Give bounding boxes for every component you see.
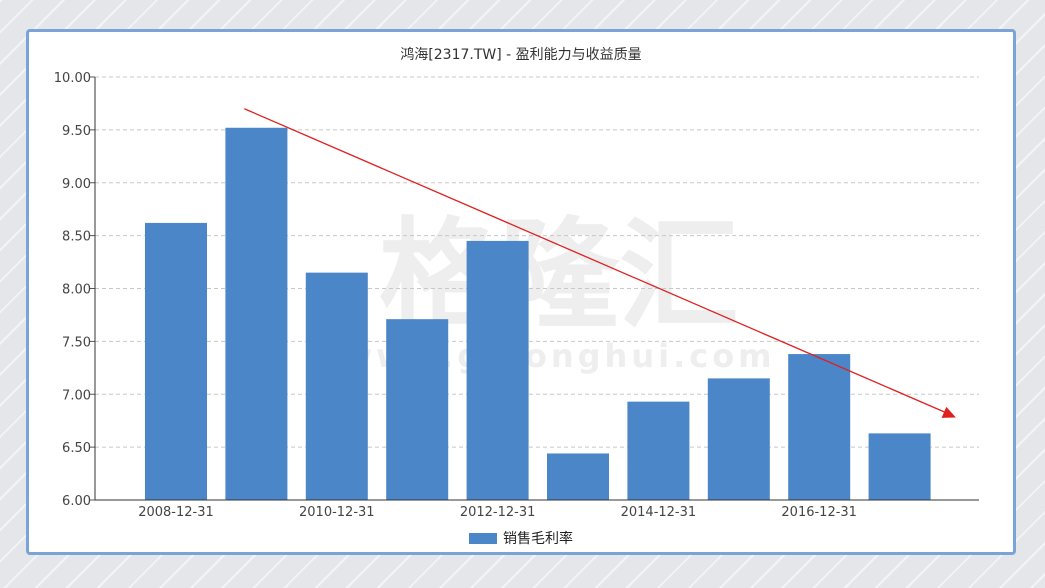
bar xyxy=(627,401,690,500)
bar xyxy=(868,433,931,500)
x-tick-label: 2012-12-31 xyxy=(460,505,536,520)
chart-title: 鸿海[2317.TW] - 盈利能力与收益质量 xyxy=(400,47,642,63)
trend-arrow-head xyxy=(941,406,956,418)
chart-frame: 鸿海[2317.TW] - 盈利能力与收益质量 格隆汇 www.gelonghui… xyxy=(26,29,1016,555)
bar xyxy=(145,222,207,500)
legend-label: 销售毛利率 xyxy=(503,531,573,547)
legend-swatch xyxy=(469,532,497,544)
x-tick-label: 2010-12-31 xyxy=(299,505,375,520)
x-tick-label: 2016-12-31 xyxy=(781,505,857,520)
y-tick-label: 10.00 xyxy=(54,71,91,86)
legend[interactable]: 销售毛利率 xyxy=(29,528,1013,548)
x-tick-label: 2014-12-31 xyxy=(621,505,697,520)
bar xyxy=(386,319,449,500)
bar xyxy=(466,240,529,500)
y-tick-label: 8.00 xyxy=(62,283,91,298)
bar xyxy=(225,127,288,500)
y-tick-label: 9.50 xyxy=(62,124,91,139)
trend-arrow-line xyxy=(244,108,949,415)
y-tick-label: 7.00 xyxy=(62,388,91,403)
y-tick-label: 9.00 xyxy=(62,177,91,192)
y-tick-label: 6.00 xyxy=(62,494,91,509)
bar xyxy=(788,354,851,500)
bar xyxy=(305,272,368,500)
y-tick-label: 6.50 xyxy=(62,441,91,456)
bar xyxy=(707,378,770,500)
y-tick-label: 7.50 xyxy=(62,335,91,350)
y-tick-label: 8.50 xyxy=(62,230,91,245)
bar xyxy=(547,453,609,500)
x-tick-label: 2008-12-31 xyxy=(138,505,214,520)
bar-chart: 格隆汇www.gelonghui.com6.006.507.007.508.00… xyxy=(54,71,979,520)
